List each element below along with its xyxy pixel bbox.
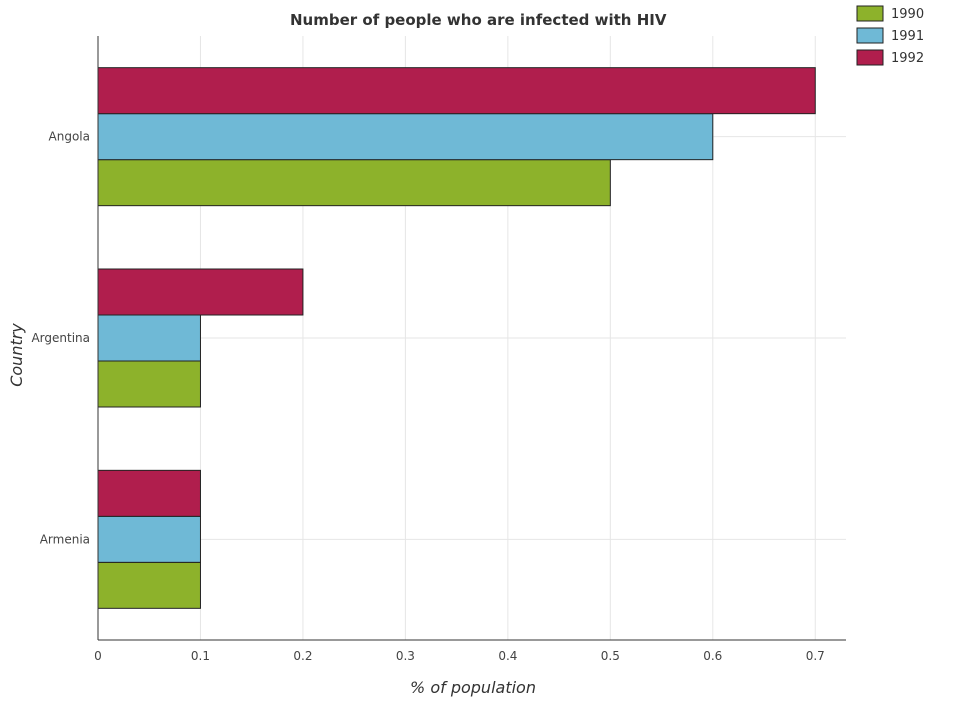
legend: 1990 1991 1992: [856, 5, 924, 66]
x-tick-label: 0.3: [396, 649, 415, 663]
y-axis-label: Country: [7, 323, 26, 387]
x-tick-label: 0.1: [191, 649, 210, 663]
y-tick-label-angola: Angola: [49, 130, 90, 144]
x-tick-label: 0.4: [498, 649, 517, 663]
bar-angola-1990: [97, 159, 611, 207]
x-tick-label: 0: [94, 649, 102, 663]
bar-angola-1992: [97, 67, 816, 115]
x-tick-label: 0.2: [293, 649, 312, 663]
x-tick-label: 0.6: [703, 649, 722, 663]
bar-argentina-1990: [97, 360, 201, 408]
chart-title: Number of people who are infected with H…: [290, 11, 667, 29]
bar-armenia-1990: [97, 561, 201, 609]
bar-armenia-1992: [97, 469, 201, 517]
tick-labels: 0 0.1 0.2 0.3 0.4 0.5 0.6 0.7 Angola Argentina Arm…: [31, 130, 824, 663]
legend-swatch-1991: [856, 27, 884, 44]
bar-argentina-1991: [97, 314, 201, 362]
legend-swatch-1992: [856, 49, 884, 66]
axes: [97, 36, 846, 641]
bar-angola-1991: [97, 113, 714, 161]
legend-label-1992: 1992: [891, 51, 924, 66]
x-axis-label: % of population: [410, 678, 536, 697]
bar-armenia-1991: [97, 515, 201, 563]
x-tick-label: 0.7: [806, 649, 825, 663]
bar-argentina-1992: [97, 268, 304, 316]
x-tick-label: 0.5: [601, 649, 620, 663]
legend-label-1990: 1990: [891, 7, 924, 22]
y-tick-label-armenia: Armenia: [40, 532, 90, 546]
legend-label-1991: 1991: [891, 29, 924, 44]
y-tick-label-argentina: Argentina: [31, 331, 90, 345]
legend-swatch-1990: [856, 5, 884, 22]
